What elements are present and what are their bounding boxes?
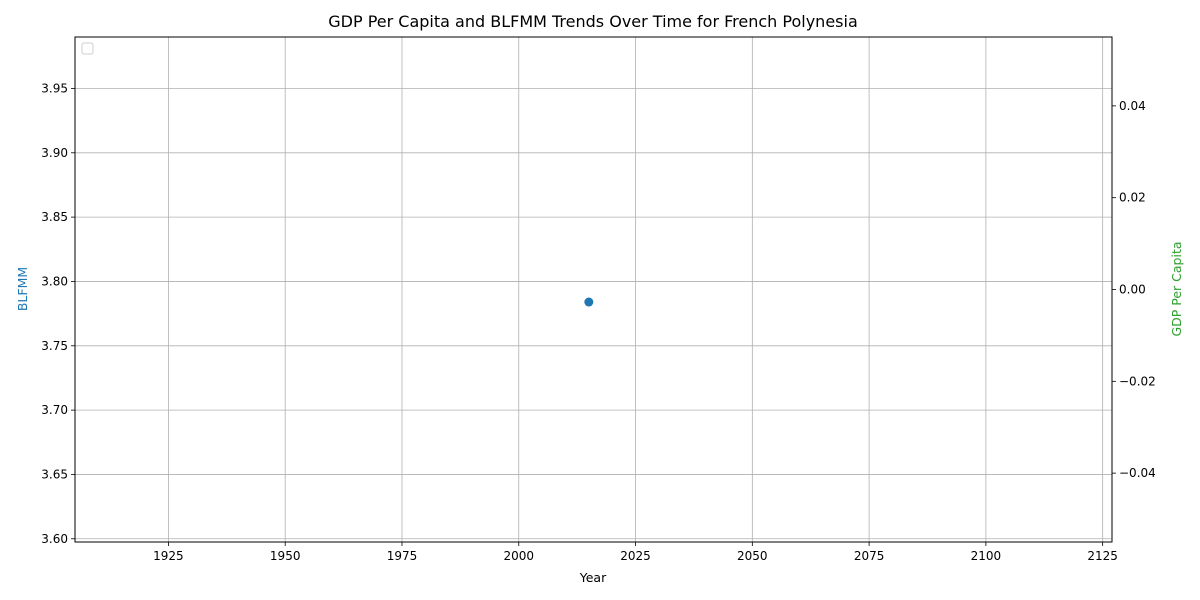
y-left-tick-label: 3.80 <box>41 274 68 288</box>
y-left-tick-label: 3.85 <box>41 210 68 224</box>
y-left-tick-label: 3.90 <box>41 146 68 160</box>
y-left-tick-label: 3.65 <box>41 467 68 481</box>
y-right-axis-ticks: −0.04 −0.02 0.00 0.02 0.04 <box>1112 99 1156 480</box>
x-tick-label: 2075 <box>854 549 885 563</box>
x-axis-ticks: 1925 1950 1975 2000 2025 2050 2075 2100 2125 <box>153 542 1118 563</box>
x-tick-label: 2050 <box>737 549 768 563</box>
x-axis-title: Year <box>579 570 607 585</box>
legend-box <box>81 42 94 55</box>
y-right-tick-label: −0.04 <box>1119 466 1156 480</box>
grid-lines <box>75 37 1112 542</box>
x-tick-label: 2100 <box>971 549 1002 563</box>
x-tick-label: 1925 <box>153 549 184 563</box>
y-left-tick-label: 3.60 <box>41 532 68 546</box>
data-point <box>584 297 594 307</box>
chart-title: GDP Per Capita and BLFMM Trends Over Tim… <box>328 12 858 31</box>
y-left-tick-label: 3.70 <box>41 403 68 417</box>
x-tick-label: 1950 <box>270 549 301 563</box>
y-left-axis-title: BLFMM <box>15 267 30 311</box>
y-right-tick-label: −0.02 <box>1119 374 1156 388</box>
x-tick-label: 1975 <box>387 549 418 563</box>
y-right-axis-title: GDP Per Capita <box>1169 241 1184 336</box>
x-tick-label: 2125 <box>1087 549 1118 563</box>
y-left-tick-label: 3.95 <box>41 81 68 95</box>
data-points <box>584 297 594 307</box>
y-left-tick-label: 3.75 <box>41 339 68 353</box>
y-right-tick-label: 0.00 <box>1119 283 1146 297</box>
y-right-tick-label: 0.02 <box>1119 191 1146 205</box>
y-right-tick-label: 0.04 <box>1119 99 1146 113</box>
x-tick-label: 2000 <box>503 549 534 563</box>
x-tick-label: 2025 <box>620 549 651 563</box>
y-left-axis-ticks: 3.60 3.65 3.70 3.75 3.80 3.85 3.90 3.95 <box>41 81 75 546</box>
plot-frame <box>74 36 1113 543</box>
